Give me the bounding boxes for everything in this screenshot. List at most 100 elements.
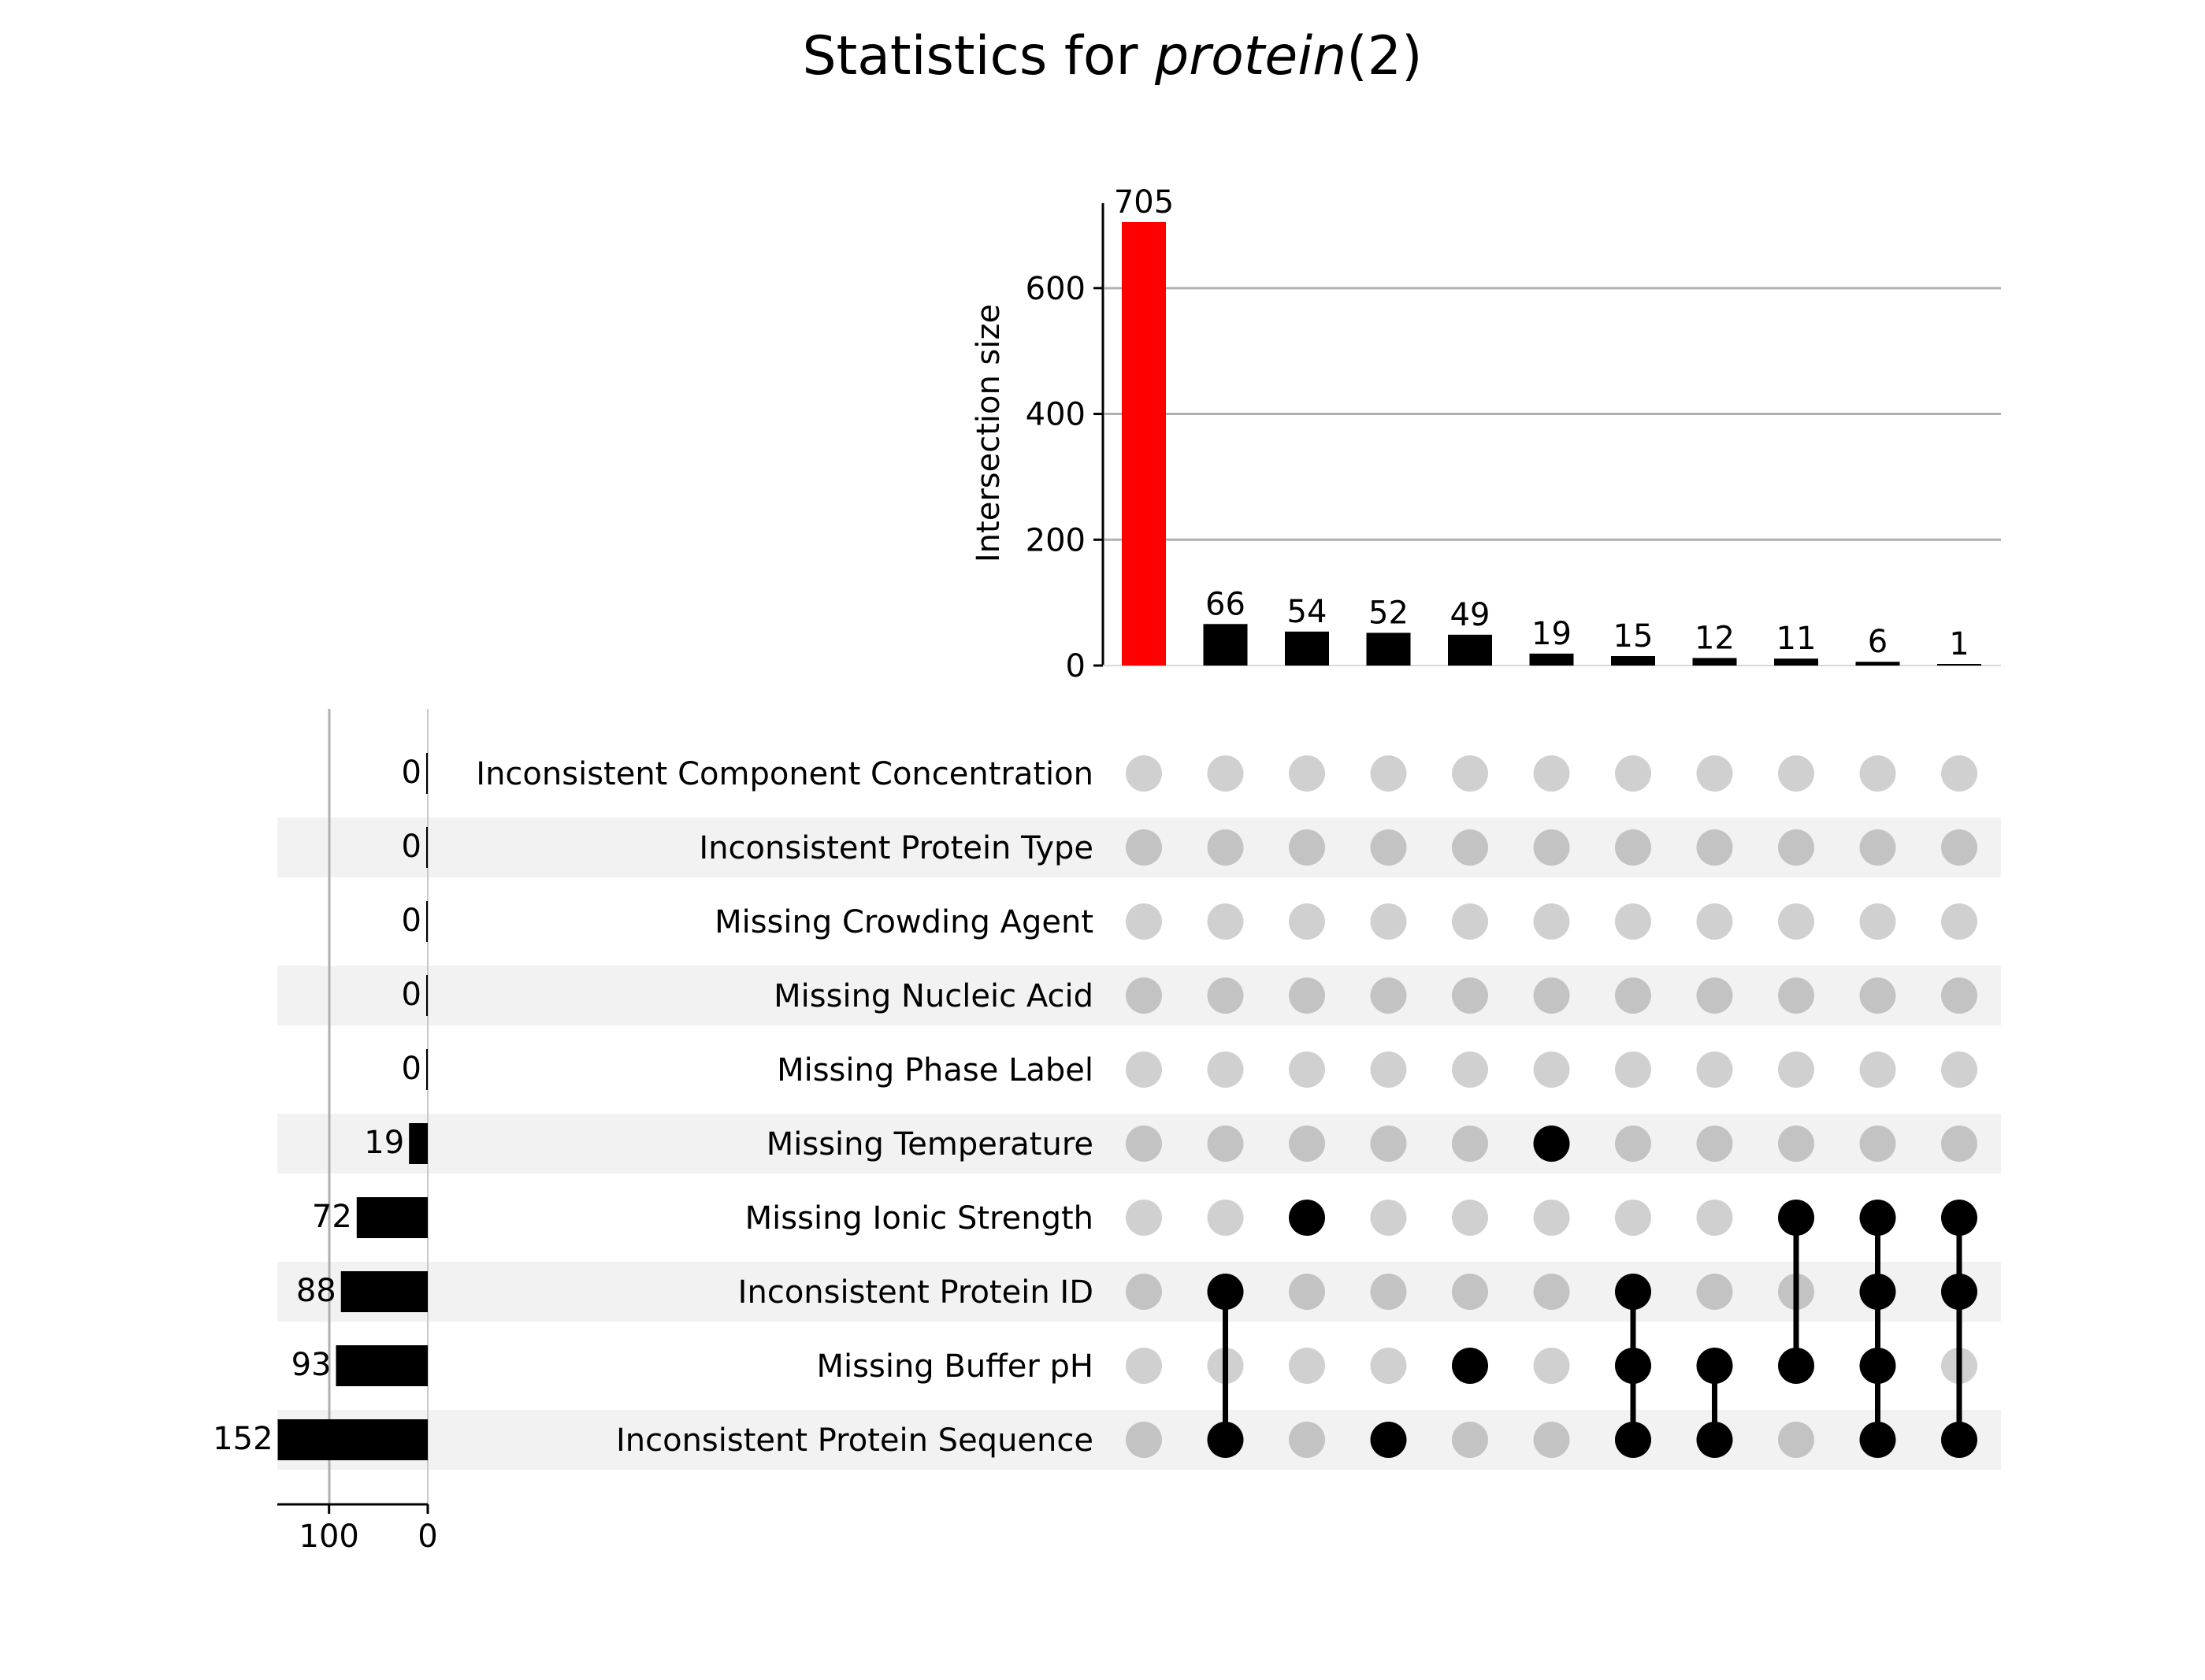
intersection-bar xyxy=(1529,653,1574,666)
matrix-dot-active xyxy=(1778,1348,1814,1384)
matrix-dot-inactive xyxy=(1615,977,1651,1014)
matrix-dot-inactive xyxy=(1207,1126,1244,1162)
set-size-bar-label: 0 xyxy=(402,903,421,939)
matrix-dot-inactive xyxy=(1126,1126,1162,1162)
matrix-dot-inactive xyxy=(1370,1200,1407,1236)
matrix-dot-inactive xyxy=(1533,1348,1570,1384)
intersection-bar-label: 19 xyxy=(1531,616,1572,652)
matrix-dot-inactive xyxy=(1452,829,1488,866)
matrix-dot-inactive xyxy=(1452,1126,1488,1162)
chart-title-suffix: (2) xyxy=(1346,25,1422,87)
matrix-dot-active xyxy=(1696,1422,1733,1458)
matrix-dot-inactive xyxy=(1696,1126,1733,1162)
matrix-dot-inactive xyxy=(1126,829,1162,866)
matrix-dot-inactive xyxy=(1615,755,1651,792)
intersection-bar xyxy=(1122,221,1166,666)
matrix-dot-inactive xyxy=(1370,1051,1407,1088)
matrix-dot-active xyxy=(1289,1200,1325,1236)
intersection-bar xyxy=(1611,656,1655,666)
intersection-bar xyxy=(1855,662,1900,666)
matrix-dot-inactive xyxy=(1207,977,1244,1014)
matrix-dot-inactive xyxy=(1289,1274,1325,1310)
matrix-dot-active xyxy=(1859,1422,1896,1458)
matrix-dot-inactive xyxy=(1615,829,1651,866)
set-size-bar-label: 0 xyxy=(402,829,421,865)
matrix-dot-active xyxy=(1696,1348,1733,1384)
intersection-bar xyxy=(1203,624,1248,666)
matrix-dot-inactive xyxy=(1370,755,1407,792)
intersection-bar-label: 49 xyxy=(1450,597,1490,633)
matrix-dot-inactive xyxy=(1533,903,1570,940)
matrix-dot-inactive xyxy=(1941,829,1977,866)
matrix-dot-inactive xyxy=(1452,903,1488,940)
matrix-dot-active xyxy=(1615,1422,1651,1458)
matrix-dot-active xyxy=(1859,1348,1896,1384)
set-size-bar xyxy=(426,975,428,1016)
matrix-dot-inactive xyxy=(1452,977,1488,1014)
matrix-dot-inactive xyxy=(1941,1126,1977,1162)
set-label: Missing Ionic Strength xyxy=(745,1200,1093,1237)
intersection-bar-label: 705 xyxy=(1114,184,1174,221)
intersection-bar-label: 6 xyxy=(1868,624,1888,660)
set-size-bar-label: 152 xyxy=(213,1421,273,1457)
matrix-dot-inactive xyxy=(1207,903,1244,940)
matrix-dot-inactive xyxy=(1370,977,1407,1014)
matrix-dot-inactive xyxy=(1696,1200,1733,1236)
matrix-dot-inactive xyxy=(1778,829,1814,866)
matrix-dot-active xyxy=(1207,1274,1244,1310)
matrix-dot-inactive xyxy=(1941,755,1977,792)
matrix-dot-inactive xyxy=(1207,1200,1244,1236)
set-size-bar xyxy=(409,1123,428,1164)
matrix-dot-inactive xyxy=(1289,1051,1325,1088)
matrix-dot-inactive xyxy=(1370,1348,1407,1384)
intersection-bar-label: 1 xyxy=(1949,626,1969,662)
set-size-bars: 0 0 0 0 0 19 72 88 93 152 xyxy=(213,753,428,1460)
matrix-dot-inactive xyxy=(1859,1051,1896,1088)
matrix-dot-active xyxy=(1941,1422,1977,1458)
intersection-bar xyxy=(1692,658,1737,666)
matrix-dot-active xyxy=(1941,1200,1977,1236)
matrix-dot-inactive xyxy=(1452,1051,1488,1088)
chart-title: Statistics for protein(2) xyxy=(802,25,1422,87)
matrix-dot-inactive xyxy=(1533,829,1570,866)
intersection-bar xyxy=(1774,658,1818,666)
set-label: Inconsistent Protein ID xyxy=(738,1274,1093,1311)
matrix-dot-active xyxy=(1533,1126,1570,1162)
matrix-dot-inactive xyxy=(1696,977,1733,1014)
matrix-dot-inactive xyxy=(1452,755,1488,792)
matrix-dot-inactive xyxy=(1615,903,1651,940)
set-label: Missing Nucleic Acid xyxy=(774,978,1093,1014)
matrix-dot-inactive xyxy=(1778,1126,1814,1162)
matrix-dot-inactive xyxy=(1452,1274,1488,1310)
intersection-bar xyxy=(1937,664,1981,666)
intersection-bar-label: 15 xyxy=(1613,618,1654,655)
matrix-dot-inactive xyxy=(1289,1126,1325,1162)
matrix-dot-inactive xyxy=(1778,1051,1814,1088)
intersection-bars xyxy=(1122,221,1981,666)
matrix-dot-inactive xyxy=(1452,1200,1488,1236)
matrix-dot-inactive xyxy=(1696,755,1733,792)
matrix-dot-inactive xyxy=(1615,1051,1651,1088)
matrix-dot-active xyxy=(1941,1274,1977,1310)
matrix-dot-inactive xyxy=(1126,1348,1162,1384)
matrix-dot-inactive xyxy=(1289,977,1325,1014)
matrix-dot-inactive xyxy=(1289,829,1325,866)
matrix-dot-inactive xyxy=(1126,1422,1162,1458)
set-label: Inconsistent Component Concentration xyxy=(476,756,1093,792)
matrix-dot-inactive xyxy=(1778,755,1814,792)
y-tick-label: 0 xyxy=(1066,648,1086,684)
matrix-dot-inactive xyxy=(1126,903,1162,940)
set-size-bar-label: 0 xyxy=(402,755,421,791)
matrix-dot-inactive xyxy=(1370,829,1407,866)
set-label: Missing Crowding Agent xyxy=(715,904,1093,940)
intersection-bar-label: 12 xyxy=(1695,620,1735,656)
bar-axis: 0 200 400 600 xyxy=(1026,203,2001,684)
matrix-dot-inactive xyxy=(1533,1051,1570,1088)
intersection-bar-label: 52 xyxy=(1368,595,1409,631)
matrix-dot-inactive xyxy=(1859,1126,1896,1162)
chart-title-prefix: Statistics for xyxy=(802,25,1155,87)
matrix-dot-inactive xyxy=(1533,1422,1570,1458)
matrix-dot-inactive xyxy=(1859,829,1896,866)
intersection-bar-label: 11 xyxy=(1776,621,1817,657)
